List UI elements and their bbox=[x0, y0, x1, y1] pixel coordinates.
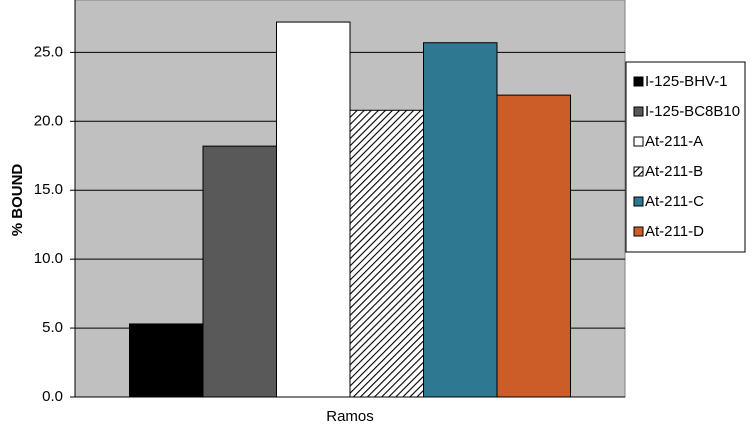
legend-label: I-125-BC8B10 bbox=[645, 103, 740, 120]
y-tick-label: 15.0 bbox=[34, 181, 63, 198]
legend-swatch bbox=[633, 106, 644, 117]
bar bbox=[349, 109, 424, 398]
legend-swatch bbox=[633, 166, 644, 177]
y-tick-label: 5.0 bbox=[42, 319, 63, 336]
legend-label: At-211-C bbox=[645, 193, 704, 210]
bar bbox=[129, 323, 204, 398]
legend-label: At-211-B bbox=[645, 163, 703, 180]
y-axis-label: % BOUND bbox=[9, 164, 26, 237]
bar bbox=[496, 94, 571, 398]
y-tick-label: 20.0 bbox=[34, 112, 63, 129]
y-tick-label: 25.0 bbox=[34, 43, 63, 60]
legend-swatch bbox=[633, 196, 644, 207]
x-tick-label: Ramos bbox=[326, 408, 374, 424]
y-tick-label: 10.0 bbox=[34, 250, 63, 267]
legend-label: At-211-D bbox=[645, 223, 704, 240]
legend-swatch bbox=[633, 76, 644, 87]
legend-box bbox=[625, 61, 746, 253]
bar bbox=[423, 42, 498, 398]
bar bbox=[202, 145, 277, 398]
legend-swatch bbox=[633, 226, 644, 237]
bar bbox=[276, 21, 351, 398]
legend-label: I-125-BHV-1 bbox=[645, 73, 728, 90]
y-tick-label: 0.0 bbox=[42, 388, 63, 405]
legend-swatch bbox=[633, 136, 644, 147]
legend-label: At-211-A bbox=[645, 133, 703, 150]
